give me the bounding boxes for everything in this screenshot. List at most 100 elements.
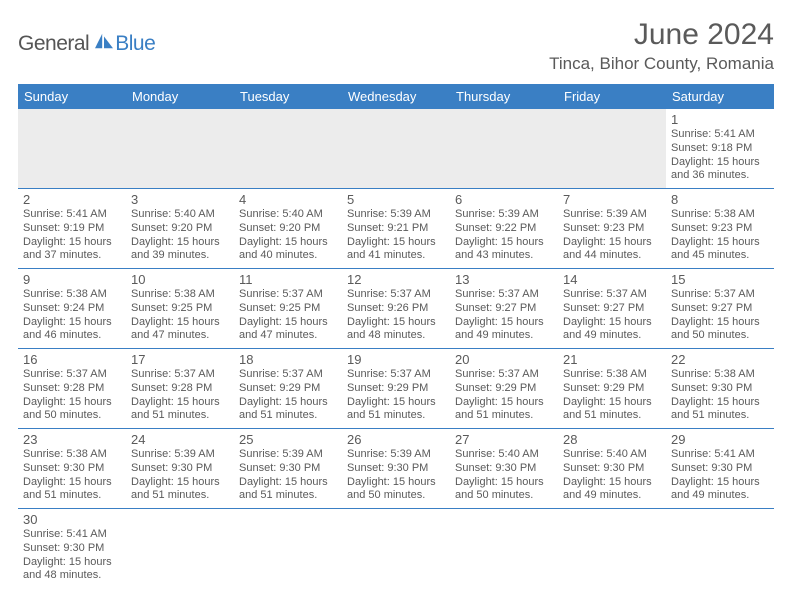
weekday-sunday: Sunday (18, 84, 126, 109)
calendar-cell: 26Sunrise: 5:39 AMSunset: 9:30 PMDayligh… (342, 429, 450, 509)
day-number: 2 (23, 192, 121, 207)
day-number: 22 (671, 352, 769, 367)
calendar-cell: 9Sunrise: 5:38 AMSunset: 9:24 PMDaylight… (18, 269, 126, 349)
calendar-cell: 7Sunrise: 5:39 AMSunset: 9:23 PMDaylight… (558, 189, 666, 269)
weekday-friday: Friday (558, 84, 666, 109)
day-info: Sunrise: 5:38 AMSunset: 9:29 PMDaylight:… (563, 368, 661, 423)
calendar-row: 2Sunrise: 5:41 AMSunset: 9:19 PMDaylight… (18, 189, 774, 269)
calendar-cell: 15Sunrise: 5:37 AMSunset: 9:27 PMDayligh… (666, 269, 774, 349)
day-number: 8 (671, 192, 769, 207)
day-number: 21 (563, 352, 661, 367)
day-info: Sunrise: 5:37 AMSunset: 9:29 PMDaylight:… (239, 368, 337, 423)
weekday-header-row: Sunday Monday Tuesday Wednesday Thursday… (18, 84, 774, 109)
month-title: June 2024 (549, 18, 774, 52)
weekday-wednesday: Wednesday (342, 84, 450, 109)
calendar-table: Sunday Monday Tuesday Wednesday Thursday… (18, 84, 774, 588)
calendar-cell (666, 509, 774, 589)
day-number: 25 (239, 432, 337, 447)
calendar-cell: 24Sunrise: 5:39 AMSunset: 9:30 PMDayligh… (126, 429, 234, 509)
day-number: 6 (455, 192, 553, 207)
calendar-cell: 22Sunrise: 5:38 AMSunset: 9:30 PMDayligh… (666, 349, 774, 429)
day-info: Sunrise: 5:41 AMSunset: 9:30 PMDaylight:… (671, 448, 769, 503)
day-info: Sunrise: 5:39 AMSunset: 9:30 PMDaylight:… (131, 448, 229, 503)
calendar-cell (342, 109, 450, 189)
calendar-cell: 28Sunrise: 5:40 AMSunset: 9:30 PMDayligh… (558, 429, 666, 509)
calendar-cell: 23Sunrise: 5:38 AMSunset: 9:30 PMDayligh… (18, 429, 126, 509)
day-number: 29 (671, 432, 769, 447)
calendar-cell (234, 109, 342, 189)
title-block: June 2024 Tinca, Bihor County, Romania (549, 18, 774, 80)
calendar-cell: 6Sunrise: 5:39 AMSunset: 9:22 PMDaylight… (450, 189, 558, 269)
day-info: Sunrise: 5:39 AMSunset: 9:30 PMDaylight:… (239, 448, 337, 503)
calendar-cell: 8Sunrise: 5:38 AMSunset: 9:23 PMDaylight… (666, 189, 774, 269)
calendar-row: 9Sunrise: 5:38 AMSunset: 9:24 PMDaylight… (18, 269, 774, 349)
calendar-row: 23Sunrise: 5:38 AMSunset: 9:30 PMDayligh… (18, 429, 774, 509)
day-number: 26 (347, 432, 445, 447)
day-number: 23 (23, 432, 121, 447)
day-info: Sunrise: 5:37 AMSunset: 9:29 PMDaylight:… (347, 368, 445, 423)
day-info: Sunrise: 5:37 AMSunset: 9:28 PMDaylight:… (23, 368, 121, 423)
calendar-cell: 30Sunrise: 5:41 AMSunset: 9:30 PMDayligh… (18, 509, 126, 589)
day-number: 1 (671, 112, 769, 127)
day-number: 5 (347, 192, 445, 207)
day-info: Sunrise: 5:37 AMSunset: 9:25 PMDaylight:… (239, 288, 337, 343)
logo-text-general: General (18, 32, 89, 56)
calendar-row: 16Sunrise: 5:37 AMSunset: 9:28 PMDayligh… (18, 349, 774, 429)
calendar-cell: 27Sunrise: 5:40 AMSunset: 9:30 PMDayligh… (450, 429, 558, 509)
sail-icon (93, 32, 115, 50)
day-info: Sunrise: 5:38 AMSunset: 9:24 PMDaylight:… (23, 288, 121, 343)
calendar-cell: 19Sunrise: 5:37 AMSunset: 9:29 PMDayligh… (342, 349, 450, 429)
day-info: Sunrise: 5:40 AMSunset: 9:30 PMDaylight:… (563, 448, 661, 503)
calendar-cell: 12Sunrise: 5:37 AMSunset: 9:26 PMDayligh… (342, 269, 450, 349)
logo-text-blue: Blue (115, 32, 155, 56)
calendar-cell: 29Sunrise: 5:41 AMSunset: 9:30 PMDayligh… (666, 429, 774, 509)
day-info: Sunrise: 5:39 AMSunset: 9:30 PMDaylight:… (347, 448, 445, 503)
day-info: Sunrise: 5:38 AMSunset: 9:30 PMDaylight:… (23, 448, 121, 503)
calendar-cell (234, 509, 342, 589)
calendar-cell: 13Sunrise: 5:37 AMSunset: 9:27 PMDayligh… (450, 269, 558, 349)
day-number: 10 (131, 272, 229, 287)
day-info: Sunrise: 5:40 AMSunset: 9:30 PMDaylight:… (455, 448, 553, 503)
weekday-saturday: Saturday (666, 84, 774, 109)
calendar-cell: 5Sunrise: 5:39 AMSunset: 9:21 PMDaylight… (342, 189, 450, 269)
calendar-cell (558, 109, 666, 189)
day-info: Sunrise: 5:38 AMSunset: 9:30 PMDaylight:… (671, 368, 769, 423)
day-number: 16 (23, 352, 121, 367)
day-info: Sunrise: 5:39 AMSunset: 9:22 PMDaylight:… (455, 208, 553, 263)
day-info: Sunrise: 5:38 AMSunset: 9:23 PMDaylight:… (671, 208, 769, 263)
calendar-cell: 16Sunrise: 5:37 AMSunset: 9:28 PMDayligh… (18, 349, 126, 429)
weekday-thursday: Thursday (450, 84, 558, 109)
day-number: 18 (239, 352, 337, 367)
calendar-cell: 2Sunrise: 5:41 AMSunset: 9:19 PMDaylight… (18, 189, 126, 269)
day-number: 27 (455, 432, 553, 447)
day-number: 11 (239, 272, 337, 287)
day-info: Sunrise: 5:37 AMSunset: 9:27 PMDaylight:… (455, 288, 553, 343)
day-number: 17 (131, 352, 229, 367)
calendar-cell: 18Sunrise: 5:37 AMSunset: 9:29 PMDayligh… (234, 349, 342, 429)
calendar-cell (450, 509, 558, 589)
calendar-cell (126, 109, 234, 189)
calendar-body: 1Sunrise: 5:41 AMSunset: 9:18 PMDaylight… (18, 109, 774, 588)
calendar-cell: 10Sunrise: 5:38 AMSunset: 9:25 PMDayligh… (126, 269, 234, 349)
day-info: Sunrise: 5:39 AMSunset: 9:21 PMDaylight:… (347, 208, 445, 263)
day-info: Sunrise: 5:41 AMSunset: 9:19 PMDaylight:… (23, 208, 121, 263)
day-info: Sunrise: 5:37 AMSunset: 9:27 PMDaylight:… (563, 288, 661, 343)
day-number: 3 (131, 192, 229, 207)
day-info: Sunrise: 5:37 AMSunset: 9:29 PMDaylight:… (455, 368, 553, 423)
calendar-row: 30Sunrise: 5:41 AMSunset: 9:30 PMDayligh… (18, 509, 774, 589)
day-number: 20 (455, 352, 553, 367)
day-info: Sunrise: 5:37 AMSunset: 9:27 PMDaylight:… (671, 288, 769, 343)
day-number: 9 (23, 272, 121, 287)
day-info: Sunrise: 5:39 AMSunset: 9:23 PMDaylight:… (563, 208, 661, 263)
calendar-cell: 4Sunrise: 5:40 AMSunset: 9:20 PMDaylight… (234, 189, 342, 269)
calendar-cell (18, 109, 126, 189)
day-number: 12 (347, 272, 445, 287)
calendar-cell: 14Sunrise: 5:37 AMSunset: 9:27 PMDayligh… (558, 269, 666, 349)
day-number: 30 (23, 512, 121, 527)
calendar-cell: 3Sunrise: 5:40 AMSunset: 9:20 PMDaylight… (126, 189, 234, 269)
day-info: Sunrise: 5:37 AMSunset: 9:26 PMDaylight:… (347, 288, 445, 343)
day-number: 4 (239, 192, 337, 207)
weekday-tuesday: Tuesday (234, 84, 342, 109)
day-number: 28 (563, 432, 661, 447)
day-info: Sunrise: 5:40 AMSunset: 9:20 PMDaylight:… (239, 208, 337, 263)
